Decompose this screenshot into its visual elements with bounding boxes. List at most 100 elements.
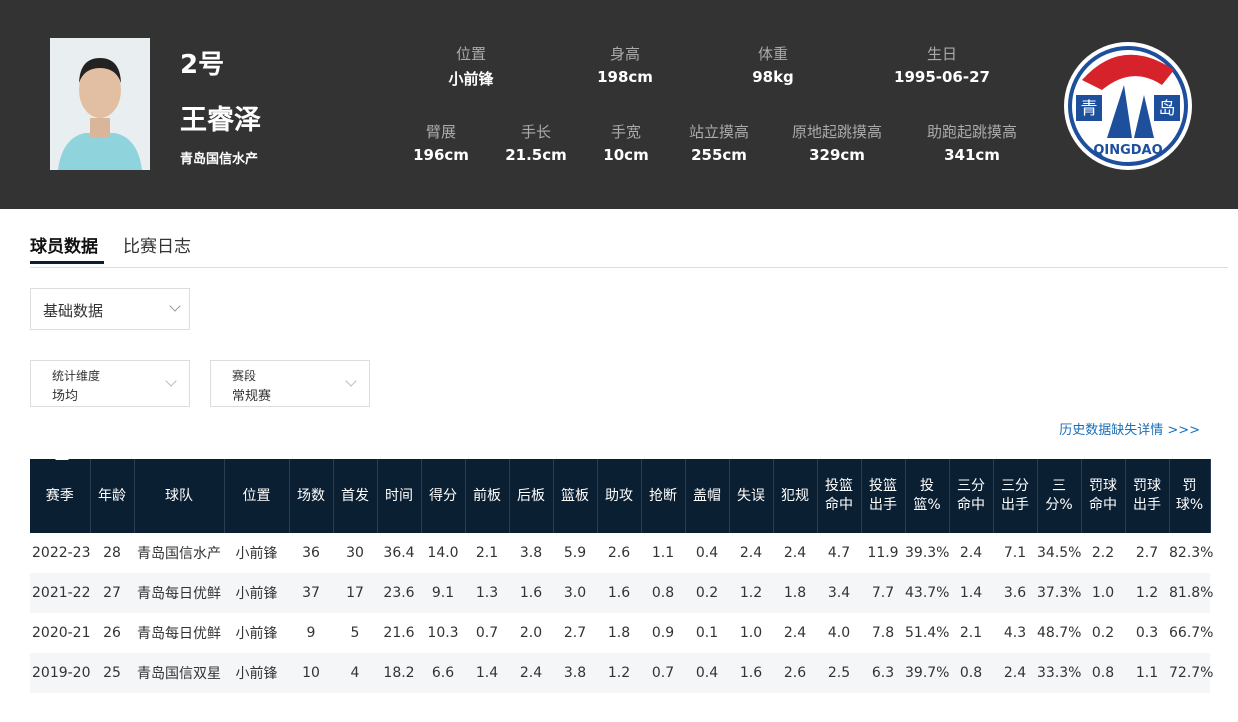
header-text: 助攻 xyxy=(605,487,633,504)
column-header: 位置 xyxy=(224,459,290,533)
info-label: 臂展 xyxy=(425,123,456,141)
table-cell: 小前锋 xyxy=(224,573,289,613)
table-cell: 2.0 xyxy=(519,625,543,641)
table-cell: 6.6 xyxy=(421,653,465,693)
filter-select[interactable]: 赛段 常规赛 xyxy=(210,360,370,407)
player-header: 2号 王睿泽 青岛国信水产 青 岛 QINGDAO 位置 小前锋 身高 198cm 体重… xyxy=(0,0,1238,209)
table-cell: 4 xyxy=(333,653,377,693)
filter-label: 统计维度 xyxy=(52,369,101,383)
table-cell: 43.7% xyxy=(905,573,949,613)
filter-select[interactable]: 统计维度 场均 xyxy=(30,360,190,407)
table-cell: 39.3% xyxy=(905,545,950,561)
info-item: 身高 198cm xyxy=(540,43,710,86)
history-link[interactable]: 历史数据缺失详情 >>> xyxy=(1059,423,1200,438)
header-text: 抢断 xyxy=(649,487,677,504)
table-cell: 0.9 xyxy=(651,625,675,641)
table-cell: 3.4 xyxy=(817,573,861,613)
info-label: 站立摸高 xyxy=(688,123,749,141)
table-cell: 25 xyxy=(90,653,134,693)
header-text: 罚球出手 xyxy=(1133,478,1161,513)
table-cell: 1.6 xyxy=(729,653,773,693)
table-cell: 小前锋 xyxy=(235,546,278,562)
table-cell: 0.8 xyxy=(949,653,993,693)
column-header: 三分% xyxy=(1037,459,1082,533)
table-cell: 10.3 xyxy=(427,625,459,641)
data-type-select[interactable]: 基础数据 xyxy=(30,288,190,330)
notch xyxy=(55,453,69,460)
header-text: 篮板 xyxy=(561,487,589,504)
team-logo: 青 岛 QINGDAO xyxy=(1064,42,1192,170)
table-row: 2022-23 28 青岛国信水产 小前锋 36 30 36.4 14.0 2.1 3.8 5.9 2… xyxy=(30,533,1214,573)
table-cell: 23.6 xyxy=(377,573,421,613)
table-cell: 17 xyxy=(333,573,377,613)
table-cell: 3.6 xyxy=(993,573,1037,613)
table-cell: 1.0 xyxy=(1081,573,1125,613)
table-cell: 2.6 xyxy=(773,653,817,693)
column-header: 场数 xyxy=(289,459,334,533)
table-cell: 2.7 xyxy=(1135,545,1159,561)
tab[interactable]: 比赛日志 xyxy=(123,237,191,257)
column-header: 助攻 xyxy=(597,459,642,533)
header-text: 罚球% xyxy=(1175,478,1204,513)
table-cell: 82.3% xyxy=(1169,545,1214,561)
table-cell: 2022-23 xyxy=(32,545,91,561)
header-text: 球队 xyxy=(165,487,193,504)
table-cell: 6.3 xyxy=(861,653,905,693)
table-cell: 26 xyxy=(103,625,121,641)
tab-active[interactable]: 球员数据 xyxy=(30,237,98,257)
table-cell: 0.7 xyxy=(641,653,685,693)
info-item: 助跑起跳摸高 341cm xyxy=(887,121,1057,164)
table-row: 2019-20 25 青岛国信双星 小前锋 10 4 18.2 6.6 1.4 2.4 3.8 1.2… xyxy=(30,653,1213,693)
table-cell: 21.6 xyxy=(383,625,415,641)
header-text: 罚球命中 xyxy=(1089,478,1117,513)
table-cell: 0.2 xyxy=(685,573,729,613)
info-label: 原地起跳摸高 xyxy=(791,123,882,141)
table-cell: 1.3 xyxy=(465,573,509,613)
filter-value: 常规赛 xyxy=(232,389,272,404)
table-cell: 1.8 xyxy=(607,625,631,641)
column-header: 三分命中 xyxy=(949,459,994,533)
player-name: 王睿泽 xyxy=(180,105,261,136)
table-cell: 14.0 xyxy=(427,545,459,561)
header-text: 投篮% xyxy=(913,478,941,513)
table-cell: 2.7 xyxy=(563,625,587,641)
table-cell: 青岛国信水产 xyxy=(137,546,221,562)
table-cell: 1.2 xyxy=(597,653,641,693)
info-label: 生日 xyxy=(926,45,957,63)
table-cell: 36 xyxy=(302,545,320,561)
header-text: 犯规 xyxy=(781,487,809,504)
info-value: 196cm xyxy=(413,146,469,164)
table-row: 2020-21 26 青岛每日优鲜 小前锋 9 5 21.6 10.3 0.7 2.0 2.7 1.8… xyxy=(30,613,1213,653)
table-cell: 2.5 xyxy=(817,653,861,693)
table-cell: 3.8 xyxy=(519,545,543,561)
logo-text: QINGDAO xyxy=(1093,143,1162,158)
table-cell: 51.4% xyxy=(905,625,950,641)
logo-text: 青 xyxy=(1081,99,1098,119)
info-value: 198cm xyxy=(597,68,653,86)
header-text: 盖帽 xyxy=(693,487,721,504)
info-value: 小前锋 xyxy=(448,70,494,88)
table-cell: 2.4 xyxy=(783,625,807,641)
column-header: 罚球出手 xyxy=(1125,459,1170,533)
info-label: 助跑起跳摸高 xyxy=(926,123,1017,141)
chevron xyxy=(165,375,177,387)
table-cell: 0.8 xyxy=(1081,653,1125,693)
table-cell: 1.2 xyxy=(729,573,773,613)
info-value: 1995-06-27 xyxy=(894,68,990,86)
chevron xyxy=(345,375,357,387)
player-photo xyxy=(50,38,150,170)
info-label: 身高 xyxy=(609,45,640,63)
table-cell: 0.7 xyxy=(475,625,499,641)
player-number: 2号 xyxy=(180,50,225,80)
column-header: 年龄 xyxy=(90,459,135,533)
column-header: 犯规 xyxy=(773,459,818,533)
column-header: 后板 xyxy=(509,459,554,533)
table-cell: 小前锋 xyxy=(235,626,278,642)
table-cell: 1.1 xyxy=(651,545,675,561)
table-cell: 0.4 xyxy=(685,653,729,693)
column-header: 投篮出手 xyxy=(861,459,906,533)
table-cell: 48.7% xyxy=(1037,625,1082,641)
column-header: 前板 xyxy=(465,459,510,533)
table-cell: 2.1 xyxy=(959,625,983,641)
